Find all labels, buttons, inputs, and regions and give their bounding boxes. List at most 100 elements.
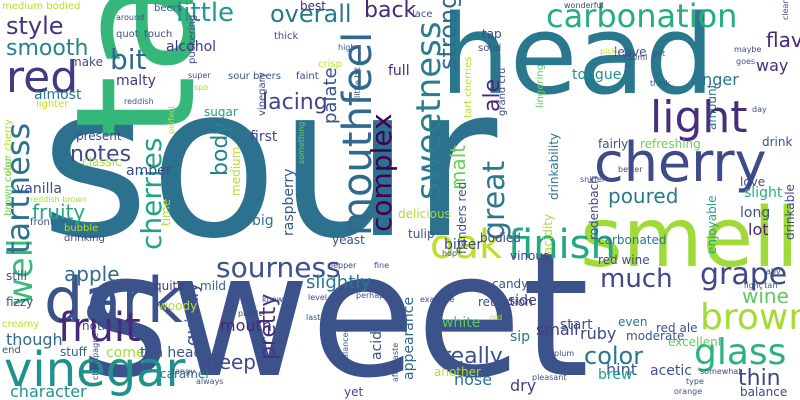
cloud-word: side xyxy=(508,293,537,309)
cloud-word: woody xyxy=(158,299,198,313)
cloud-word: tart cherries xyxy=(463,56,474,118)
cloud-word: dry xyxy=(510,376,537,395)
cloud-word: still xyxy=(6,269,27,283)
cloud-word: little bit xyxy=(353,67,362,98)
cloud-word: time xyxy=(159,198,173,226)
cloud-word: complex xyxy=(365,113,398,232)
cloud-word: white xyxy=(442,315,481,331)
cloud-word: deep xyxy=(206,350,256,374)
cloud-word: better xyxy=(618,165,643,174)
cloud-word: start xyxy=(560,317,593,333)
cloud-word: think xyxy=(650,79,671,88)
cloud-word: fruit xyxy=(58,305,141,351)
cloud-word: way xyxy=(756,56,789,75)
cloud-word: balanced xyxy=(341,327,350,364)
cloud-word: enjoyable xyxy=(705,195,719,254)
cloud-word: wine xyxy=(742,284,789,308)
cloud-word: high xyxy=(338,43,356,52)
cloud-word: light xyxy=(650,92,748,143)
cloud-word: oak xyxy=(430,222,503,268)
cloud-word: front xyxy=(30,217,54,228)
cloud-word: slightly xyxy=(306,272,371,293)
cloud-word: orange xyxy=(674,387,703,396)
cloud-word: maybe xyxy=(734,45,762,54)
cloud-word: perhaps xyxy=(356,291,389,300)
cloud-word: champagne xyxy=(91,332,100,380)
cloud-word: sniffer xyxy=(580,175,606,184)
cloud-word: refreshing xyxy=(640,137,701,151)
cloud-word: acetic xyxy=(650,363,692,379)
cloud-word: make xyxy=(70,55,103,69)
cloud-word: acidic xyxy=(369,319,385,360)
cloud-word: solid xyxy=(478,43,502,54)
cloud-word: amount xyxy=(705,83,719,130)
cloud-word: touch xyxy=(144,29,173,40)
cloud-word: super xyxy=(188,71,211,80)
cloud-word: brown color xyxy=(3,157,14,216)
cloud-word: end xyxy=(2,345,21,356)
cloud-word: poured xyxy=(608,184,679,208)
cloud-word: acidity xyxy=(541,213,555,254)
cloud-word: fruity xyxy=(32,200,86,224)
cloud-word: color xyxy=(584,342,644,370)
cloud-word: crisp xyxy=(318,59,342,70)
cloud-word: ruby xyxy=(580,324,617,343)
cloud-word: great xyxy=(477,160,512,240)
cloud-word: quot xyxy=(116,29,139,40)
cloud-word: lighter xyxy=(36,99,69,110)
cloud-word: amber xyxy=(126,163,172,179)
cloud-word: overall xyxy=(270,0,352,28)
cloud-word: medium bodied xyxy=(2,1,81,12)
cloud-word: finger xyxy=(692,70,739,89)
cloud-word: nose xyxy=(454,370,493,389)
cloud-word: full xyxy=(388,63,410,79)
cloud-word: puckering xyxy=(187,14,198,64)
cloud-word: medium xyxy=(229,146,243,196)
cloud-word: example xyxy=(420,295,455,304)
cloud-word: red xyxy=(6,52,79,103)
cloud-word: tongue xyxy=(572,67,622,83)
cloud-word: smell xyxy=(580,191,799,286)
cloud-word: drink xyxy=(762,135,793,149)
cloud-word: bitter xyxy=(444,237,483,253)
cloud-word: character xyxy=(10,382,87,400)
cloud-word: bit xyxy=(110,43,147,76)
cloud-word: lingering xyxy=(535,64,546,108)
cloud-word: clean xyxy=(781,0,790,20)
cloud-word: style xyxy=(6,12,64,40)
cloud-word: red wine xyxy=(598,253,650,267)
cloud-word: flavors xyxy=(766,28,800,52)
cloud-word: though xyxy=(6,330,63,349)
cloud-word: delicious xyxy=(398,207,451,221)
cloud-word: pleasant xyxy=(532,373,567,382)
cloud-word: old xyxy=(490,313,503,322)
cloud-word: head xyxy=(440,0,715,119)
cloud-word: day xyxy=(752,105,767,114)
cloud-word: even xyxy=(618,315,648,329)
cloud-word: something xyxy=(297,121,306,164)
cloud-word: palate xyxy=(320,67,341,124)
cloud-word: candy xyxy=(492,277,529,291)
cloud-word: malty xyxy=(116,73,156,89)
cloud-word: sour beers xyxy=(228,71,281,82)
cloud-word: grand cru xyxy=(497,67,508,116)
cloud-word: pick xyxy=(600,47,617,56)
cloud-word: smooth xyxy=(6,36,89,61)
cloud-word: last xyxy=(306,313,321,322)
cloud-word: brew xyxy=(598,367,633,383)
cloud-word: tulip xyxy=(408,227,435,241)
cloud-word: excellent xyxy=(668,335,723,349)
cloud-word: another xyxy=(434,365,481,379)
cloud-word: carbonated xyxy=(598,233,667,247)
cloud-word: bodied xyxy=(480,231,521,245)
cloud-word: carbonation xyxy=(546,0,738,35)
cloud-word: abv xyxy=(766,267,781,276)
cloud-word: bubble xyxy=(64,223,99,234)
cloud-word: sip xyxy=(510,329,531,345)
cloud-word: appearance xyxy=(401,296,417,380)
cloud-word: present xyxy=(76,129,122,143)
cloud-word: cherry xyxy=(594,131,767,194)
cloud-word: slight xyxy=(744,185,783,201)
cloud-word: tap xyxy=(482,27,502,41)
cloud-word: mild xyxy=(200,279,226,293)
